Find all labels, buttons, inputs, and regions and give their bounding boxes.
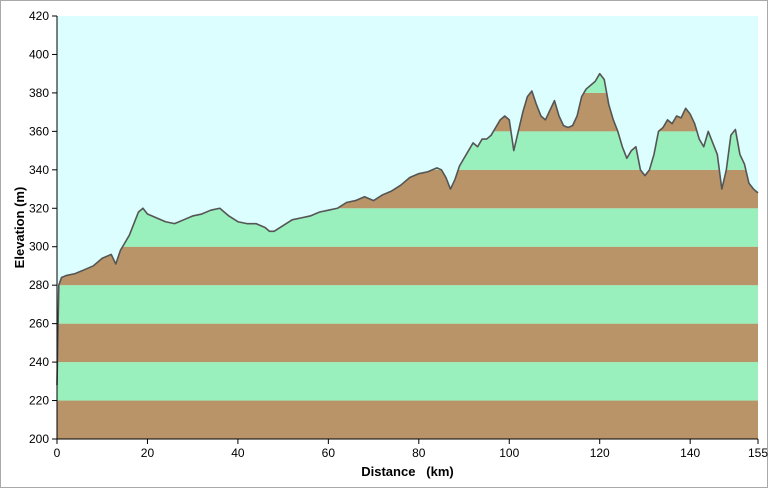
y-tick-label-300: 300 [29,240,49,254]
y-tick-label-420: 420 [29,9,49,23]
elevation-profile-line [56,72,759,386]
band-260-280 [57,285,758,324]
x-axis-title: Distance (km) [361,464,453,479]
y-tick-label-220: 220 [29,394,49,408]
tick-marks: 200 220 240 260 280 300 320 340 360 380 400 420 0 20 4… [29,9,768,460]
x-tick-label-80: 80 [412,446,426,460]
y-tick-label-320: 320 [29,201,49,215]
x-tick-label-20: 20 [141,446,155,460]
x-tick-label-60: 60 [322,446,336,460]
profile-line-layer [56,72,759,386]
x-tick-label-0: 0 [54,446,61,460]
y-tick-label-260: 260 [29,317,49,331]
y-axis-title: Elevation (m) [12,187,27,269]
sky-above-profile [57,16,758,386]
y-tick-label-280: 280 [29,278,49,292]
sky-mask [57,16,758,386]
y-tick-label-360: 360 [29,124,49,138]
x-tick-label-100: 100 [499,446,519,460]
x-tick-label-140: 140 [680,446,700,460]
band-200-220 [57,400,758,439]
y-tick-label-380: 380 [29,86,49,100]
y-tick-label-340: 340 [29,163,49,177]
band-220-240 [57,362,758,401]
y-tick-label-400: 400 [29,47,49,61]
x-tick-label-120: 120 [590,446,610,460]
y-tick-label-240: 240 [29,355,49,369]
y-tick-label-200: 200 [29,432,49,446]
band-240-260 [57,323,758,363]
x-tick-label-40: 40 [231,446,245,460]
axes [56,16,758,440]
x-tick-label-155: 155 [748,446,768,460]
band-280-300 [57,246,758,286]
